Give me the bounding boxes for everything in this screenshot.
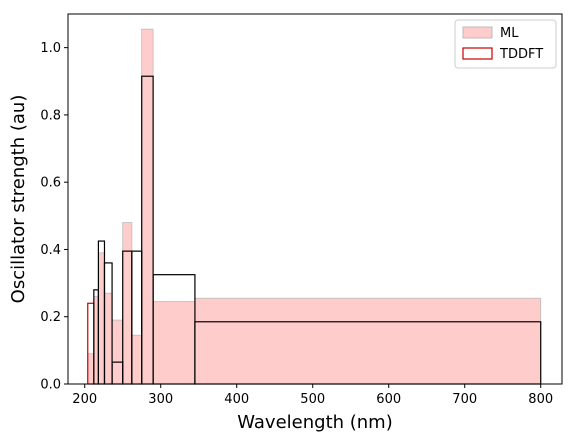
ml-bar-4 <box>111 319 124 385</box>
ml-bar-6 <box>131 334 143 385</box>
x-tick-label: 300 <box>148 392 173 407</box>
x-tick-label: 500 <box>300 392 325 407</box>
ml-bar-2 <box>98 252 105 385</box>
x-axis-ticks: 200 300 400 500 600 700 800 <box>72 384 553 407</box>
y-tick-label: 0.4 <box>40 243 61 258</box>
x-axis-label: Wavelength (nm) <box>237 412 393 433</box>
y-axis-label: Oscillator strength (au) <box>8 95 29 304</box>
ml-bar-8 <box>152 301 196 385</box>
legend-tddft-swatch <box>462 47 493 60</box>
legend-ml-swatch <box>462 26 493 39</box>
ml-bar-7 <box>141 28 154 385</box>
plot-frame <box>67 13 563 385</box>
x-tick-label: 700 <box>452 392 477 407</box>
x-tick-label: 400 <box>224 392 249 407</box>
ml-bar-1 <box>93 296 99 385</box>
ml-bar-5 <box>122 222 133 385</box>
ml-bar-0 <box>87 353 95 385</box>
y-tick-label: 0.0 <box>40 378 61 393</box>
ml-bar-9 <box>194 297 542 385</box>
legend-tddft-label: TDDFT <box>499 47 543 62</box>
x-tick-label: 200 <box>72 392 97 407</box>
legend-ml-label: ML <box>500 26 519 41</box>
x-tick-label: 600 <box>376 392 401 407</box>
y-tick-label: 0.8 <box>40 108 61 123</box>
y-tick-label: 0.6 <box>40 176 61 191</box>
y-tick-label: 0.2 <box>40 310 61 325</box>
ml-bar-3 <box>104 292 113 385</box>
ml-series <box>87 28 542 385</box>
legend: ML TDDFT <box>454 19 557 69</box>
y-tick-label: 1.0 <box>40 41 61 56</box>
y-axis-ticks: 0.0 0.2 0.4 0.6 0.8 1.0 <box>40 41 68 393</box>
x-tick-label: 800 <box>528 392 553 407</box>
